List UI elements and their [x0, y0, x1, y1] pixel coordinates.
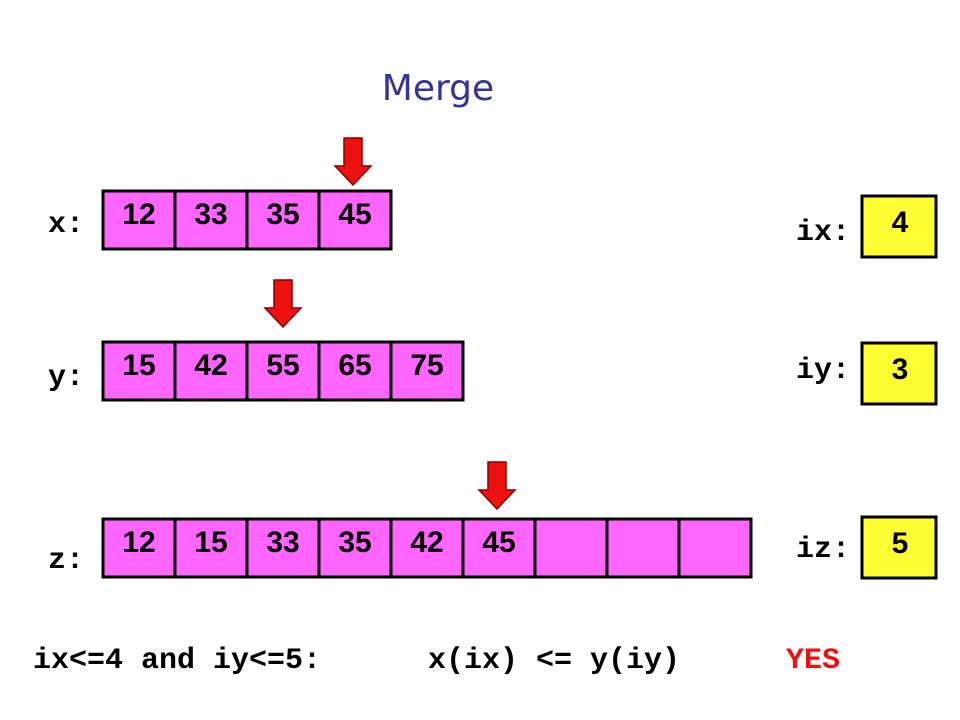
- cell-value: 45: [482, 526, 515, 559]
- index-label: iy:: [796, 354, 850, 388]
- array-cell: [173, 517, 249, 579]
- cell-value: 12: [122, 198, 155, 231]
- cell-value: 55: [266, 349, 299, 382]
- cell-value: 65: [338, 349, 371, 382]
- array-label: z:: [48, 544, 84, 578]
- index-box: [860, 341, 938, 406]
- cell-value: 12: [122, 526, 155, 559]
- cell-value: 42: [410, 526, 443, 559]
- index-value: 5: [892, 527, 909, 560]
- array-cell: [317, 517, 393, 579]
- index-value: 3: [892, 353, 909, 386]
- array-cell: [389, 517, 465, 579]
- cell-value: 15: [194, 526, 227, 559]
- array-cell: [677, 517, 753, 579]
- array-cell: [317, 340, 393, 402]
- cell-value: 35: [266, 198, 299, 231]
- pointer-arrows: [263, 137, 517, 511]
- cell-value: 15: [122, 349, 155, 382]
- cell-value: 35: [338, 526, 371, 559]
- array-cell: [101, 189, 177, 251]
- condition-guard: ix<=4 and iy<=5:: [33, 644, 321, 678]
- index-value: 4: [892, 206, 909, 239]
- array-cell: [605, 517, 681, 579]
- index-box: [860, 515, 938, 580]
- cell-value: 33: [194, 198, 227, 231]
- cell-value: 75: [410, 349, 443, 382]
- array-cell: [173, 340, 249, 402]
- index-label: iz:: [796, 533, 850, 567]
- array-label: y:: [48, 361, 84, 395]
- index-box: [860, 194, 938, 259]
- cell-value: 45: [338, 198, 371, 231]
- array-cell: [173, 189, 249, 251]
- array-cell: [533, 517, 609, 579]
- array-cell: [461, 517, 537, 579]
- index-label: ix:: [796, 216, 850, 250]
- arrow-z: [477, 461, 517, 511]
- array-cell: [245, 517, 321, 579]
- array-cell: [245, 340, 321, 402]
- cell-value: 42: [194, 349, 227, 382]
- array-cell: [317, 189, 393, 251]
- array-label: x:: [48, 208, 84, 242]
- condition-test: x(ix) <= y(iy): [428, 644, 680, 678]
- array-cell: [389, 340, 465, 402]
- title: Merge: [382, 68, 494, 109]
- arrow-y: [263, 279, 303, 329]
- cell-value: 33: [266, 526, 299, 559]
- arrow-x: [333, 137, 373, 187]
- condition-result: YES: [786, 644, 840, 678]
